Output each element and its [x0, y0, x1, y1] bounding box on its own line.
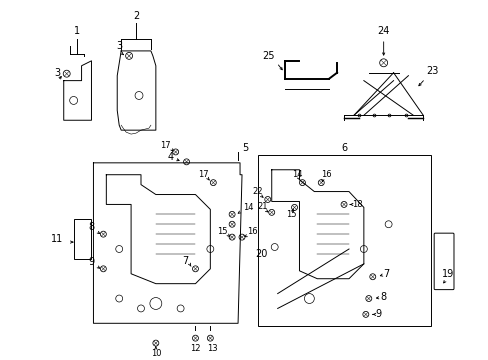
Text: 9: 9 [375, 309, 381, 319]
Text: 8: 8 [88, 222, 94, 232]
Text: 17: 17 [160, 140, 171, 149]
Text: 13: 13 [206, 343, 217, 352]
Text: 16: 16 [246, 227, 257, 236]
Text: 24: 24 [377, 26, 389, 36]
Text: 17: 17 [198, 170, 208, 179]
FancyBboxPatch shape [433, 233, 453, 289]
Text: 3: 3 [55, 68, 61, 78]
Text: 21: 21 [257, 202, 267, 211]
Text: 12: 12 [190, 343, 200, 352]
Text: 11: 11 [51, 234, 63, 244]
Text: 7: 7 [182, 256, 188, 266]
Text: 22: 22 [252, 187, 263, 196]
Text: 20: 20 [255, 249, 267, 259]
Text: 3: 3 [116, 41, 122, 51]
Text: 19: 19 [441, 269, 453, 279]
Text: 23: 23 [426, 66, 438, 76]
Text: 8: 8 [380, 292, 386, 302]
Text: 10: 10 [150, 348, 161, 357]
Text: 4: 4 [167, 152, 173, 162]
Text: 14: 14 [292, 170, 302, 179]
Text: 9: 9 [88, 257, 94, 267]
Text: 16: 16 [320, 170, 331, 179]
Text: 15: 15 [217, 227, 227, 236]
Text: 18: 18 [351, 200, 362, 209]
Text: 25: 25 [262, 51, 274, 61]
Text: 5: 5 [242, 143, 247, 153]
Text: 2: 2 [133, 11, 139, 21]
Text: 1: 1 [73, 26, 80, 36]
Text: 15: 15 [285, 210, 296, 219]
Bar [257, 155, 430, 326]
Text: 7: 7 [383, 269, 389, 279]
Text: 14: 14 [242, 203, 253, 212]
Bar [74, 219, 91, 259]
Text: 6: 6 [340, 143, 346, 153]
